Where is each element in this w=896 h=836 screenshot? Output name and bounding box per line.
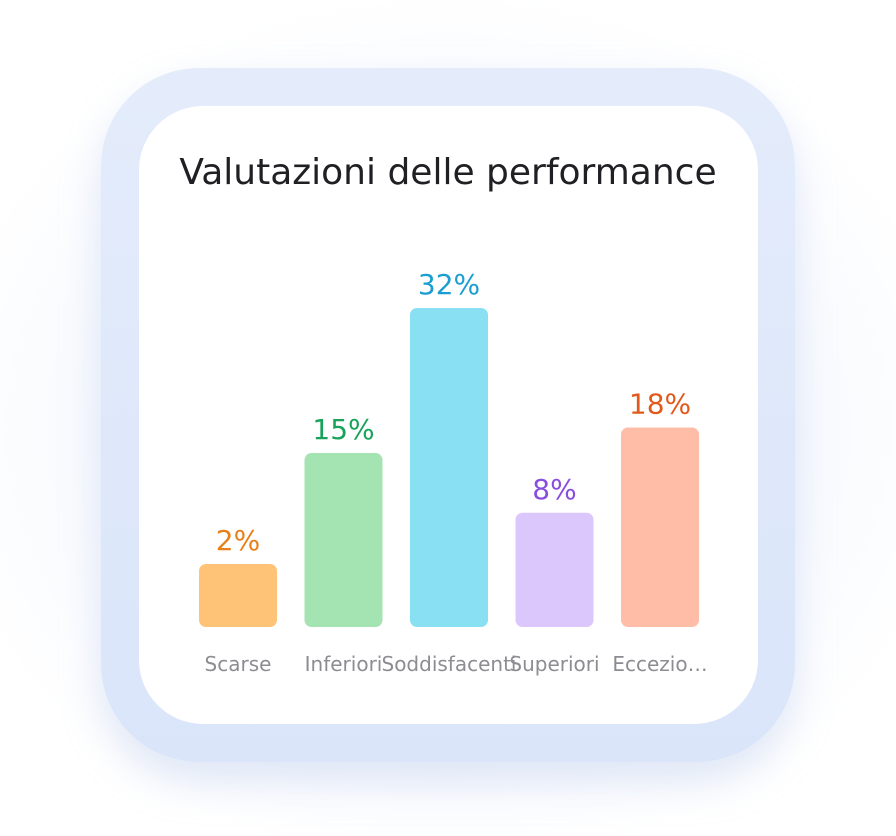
category-label-superiori: Superiori xyxy=(509,652,599,676)
bars-group xyxy=(199,308,699,627)
category-label-soddisfacenti: Soddisfacenti xyxy=(382,652,517,676)
value-label-inferiori: 15% xyxy=(312,413,374,446)
value-label-superiori: 8% xyxy=(532,473,576,506)
category-label-eccezio: Eccezio… xyxy=(612,652,707,676)
bar-soddisfacenti xyxy=(410,308,488,627)
bar-eccezio xyxy=(621,427,699,627)
value-label-scarse: 2% xyxy=(216,524,260,557)
bar-inferiori xyxy=(304,453,383,627)
chart-title: Valutazioni delle performance xyxy=(179,152,717,193)
value-label-eccezio: 18% xyxy=(629,387,691,420)
value-label-soddisfacenti: 32% xyxy=(418,268,480,301)
bar-scarse xyxy=(199,563,277,627)
bar-superiori xyxy=(515,512,594,627)
category-label-inferiori: Inferiori xyxy=(305,652,383,676)
category-label-scarse: Scarse xyxy=(205,652,272,676)
value-labels-group: 2% 15% 32% 8% 18% xyxy=(216,268,691,557)
